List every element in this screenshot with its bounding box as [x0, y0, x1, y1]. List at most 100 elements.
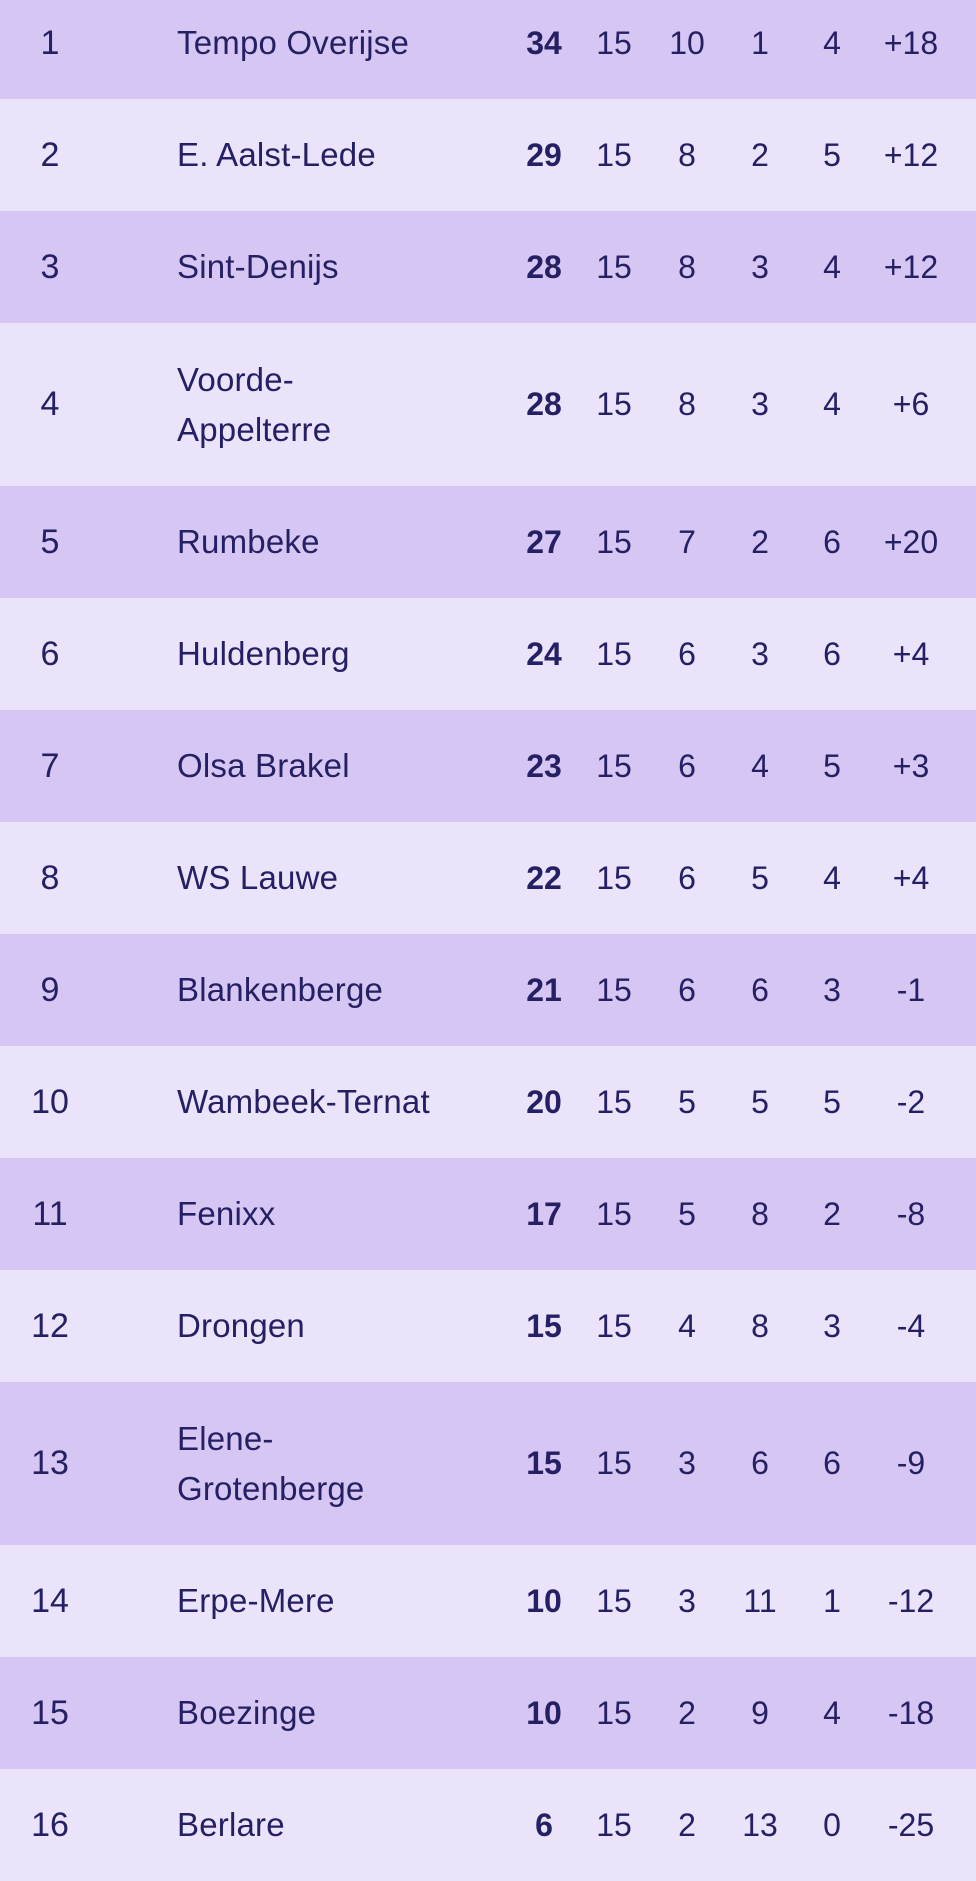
team-draws: 4	[823, 1694, 841, 1731]
team-wins: 2	[678, 1806, 696, 1843]
team-goal-difference: -12	[887, 1582, 935, 1619]
team-losses: 1	[751, 24, 769, 61]
team-games-played: 15	[596, 971, 632, 1008]
team-rank: 1	[40, 23, 60, 62]
team-draws: 3	[823, 971, 841, 1008]
team-wins: 6	[678, 747, 696, 784]
team-goal-difference: -18	[887, 1694, 935, 1731]
team-name: Tempo Overijse	[177, 24, 410, 62]
team-losses: 5	[751, 859, 769, 896]
team-wins: 5	[678, 1083, 696, 1120]
team-losses: 9	[751, 1694, 769, 1731]
team-goal-difference: +4	[892, 859, 930, 896]
team-rank: 15	[31, 1693, 69, 1732]
team-wins: 8	[678, 386, 696, 422]
team-games-played: 15	[596, 248, 632, 285]
team-games-played: 15	[596, 1083, 632, 1120]
team-points: 10	[526, 1582, 562, 1619]
table-row[interactable]: 15 Boezinge 10 15 2 9 4 -18	[0, 1657, 976, 1769]
team-losses: 2	[751, 523, 769, 560]
team-draws: 4	[823, 248, 841, 285]
table-row[interactable]: 4 Voorde- Appelterre 28 15 8 3 4 +6	[0, 323, 976, 486]
table-row[interactable]: 7 Olsa Brakel 23 15 6 4 5 +3	[0, 710, 976, 822]
team-losses: 6	[751, 1445, 769, 1481]
team-rank: 13	[31, 1444, 69, 1482]
team-goal-difference: +3	[892, 747, 930, 784]
team-rank: 14	[31, 1581, 69, 1620]
team-games-played: 15	[596, 747, 632, 784]
team-draws: 6	[823, 523, 841, 560]
table-row[interactable]: 16 Berlare 6 15 2 13 0 -25	[0, 1769, 976, 1881]
team-wins: 2	[678, 1694, 696, 1731]
table-row[interactable]: 5 Rumbeke 27 15 7 2 6 +20	[0, 486, 976, 598]
table-row[interactable]: 6 Huldenberg 24 15 6 3 6 +4	[0, 598, 976, 710]
team-name: Voorde- Appelterre	[177, 361, 332, 448]
team-games-played: 15	[596, 136, 632, 173]
team-name: Drongen	[177, 1307, 305, 1345]
team-name: Sint-Denijs	[177, 248, 339, 286]
team-points: 22	[526, 859, 562, 896]
team-draws: 6	[823, 1445, 841, 1481]
table-row[interactable]: 1 Tempo Overijse 34 15 10 1 4 +18	[0, 0, 976, 99]
team-goal-difference: +12	[883, 248, 939, 285]
team-losses: 13	[742, 1806, 778, 1843]
team-draws: 5	[823, 1083, 841, 1120]
table-row[interactable]: 13 Elene- Grotenberge 15 15 3 6 6 -9	[0, 1382, 976, 1545]
table-row[interactable]: 11 Fenixx 17 15 5 8 2 -8	[0, 1158, 976, 1270]
team-draws: 5	[823, 136, 841, 173]
team-losses: 6	[751, 971, 769, 1008]
team-wins: 3	[678, 1582, 696, 1619]
team-points: 20	[526, 1083, 562, 1120]
team-games-played: 15	[596, 635, 632, 672]
team-losses: 8	[751, 1195, 769, 1232]
team-rank: 16	[31, 1805, 69, 1844]
team-rank: 8	[40, 858, 60, 897]
team-wins: 4	[678, 1307, 696, 1344]
team-rank: 11	[32, 1194, 68, 1233]
team-points: 10	[526, 1694, 562, 1731]
team-wins: 8	[678, 136, 696, 173]
team-goal-difference: +20	[883, 523, 939, 560]
team-name: E. Aalst-Lede	[177, 136, 376, 174]
team-games-played: 15	[596, 1195, 632, 1232]
team-points: 34	[526, 24, 562, 61]
table-row[interactable]: 9 Blankenberge 21 15 6 6 3 -1	[0, 934, 976, 1046]
team-games-played: 15	[596, 1694, 632, 1731]
team-draws: 2	[823, 1195, 841, 1232]
team-draws: 3	[823, 1307, 841, 1344]
team-name: Fenixx	[177, 1195, 276, 1233]
team-goal-difference: -9	[896, 1445, 926, 1481]
team-wins: 7	[678, 523, 696, 560]
table-row[interactable]: 2 E. Aalst-Lede 29 15 8 2 5 +12	[0, 99, 976, 211]
team-name: Huldenberg	[177, 635, 350, 673]
team-losses: 3	[751, 386, 769, 422]
team-goal-difference: -2	[896, 1083, 926, 1120]
team-draws: 4	[823, 386, 841, 422]
table-row[interactable]: 8 WS Lauwe 22 15 6 5 4 +4	[0, 822, 976, 934]
team-name: WS Lauwe	[177, 859, 339, 897]
team-losses: 3	[751, 635, 769, 672]
team-rank: 3	[40, 247, 60, 286]
team-points: 17	[526, 1195, 562, 1232]
team-games-played: 15	[596, 24, 632, 61]
team-games-played: 15	[596, 1806, 632, 1843]
team-points: 15	[526, 1445, 562, 1481]
team-wins: 6	[678, 859, 696, 896]
team-rank: 7	[40, 746, 60, 785]
table-row[interactable]: 10 Wambeek-Ternat 20 15 5 5 5 -2	[0, 1046, 976, 1158]
team-name: Berlare	[177, 1806, 285, 1844]
table-row[interactable]: 14 Erpe-Mere 10 15 3 11 1 -12	[0, 1545, 976, 1657]
team-rank: 12	[31, 1306, 69, 1345]
table-row[interactable]: 3 Sint-Denijs 28 15 8 3 4 +12	[0, 211, 976, 323]
team-wins: 6	[678, 635, 696, 672]
team-wins: 10	[669, 24, 705, 61]
table-row[interactable]: 12 Drongen 15 15 4 8 3 -4	[0, 1270, 976, 1382]
team-draws: 4	[823, 859, 841, 896]
team-goal-difference: -4	[896, 1307, 926, 1344]
team-rank: 2	[40, 135, 60, 174]
team-goal-difference: +18	[883, 24, 939, 61]
team-rank: 9	[40, 970, 60, 1009]
team-games-played: 15	[596, 1307, 632, 1344]
team-wins: 8	[678, 248, 696, 285]
